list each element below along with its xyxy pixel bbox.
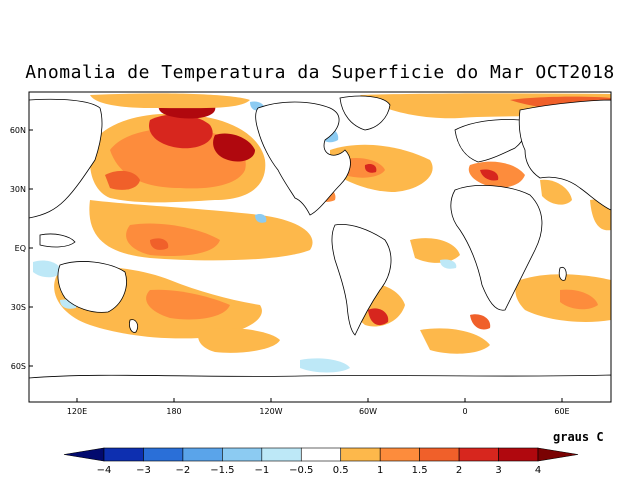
gulf-of-alaska-hotspot xyxy=(213,133,255,162)
colorbar-segment xyxy=(379,447,420,462)
map-title: Anomalia de Temperatura da Superficie do… xyxy=(25,62,615,83)
greenland-land xyxy=(339,95,391,131)
colorbar-label: 4 xyxy=(535,465,541,476)
indonesia-land xyxy=(39,233,76,248)
lat-label-60n: 60N xyxy=(10,126,26,135)
colorbar-label: 3 xyxy=(495,465,501,476)
lon-label-60w: 60W xyxy=(359,407,377,416)
lon-label-180: 180 xyxy=(166,407,181,416)
cool-patch-gulf-guinea xyxy=(440,259,457,269)
central-pacific-core xyxy=(126,223,220,257)
new-zealand-land xyxy=(129,319,138,333)
colorbar-label: 1 xyxy=(377,465,383,476)
antarctica-land xyxy=(28,374,612,403)
southern-ocean-warm xyxy=(198,328,280,353)
colorbar-segment xyxy=(340,447,381,462)
longitude-axis: 120E 180 120W 60W 0 60E xyxy=(67,398,570,416)
colorbar-segment xyxy=(143,447,184,462)
asia-land xyxy=(518,99,612,211)
cool-patch-west xyxy=(33,260,62,278)
colorbar-segment xyxy=(300,447,342,462)
cool-patch-pacific xyxy=(255,213,267,223)
colorbar-segment xyxy=(103,447,144,462)
gulf-stream-hotspot xyxy=(364,163,377,173)
units-label: graus C xyxy=(553,430,604,444)
north-america-land xyxy=(255,101,351,216)
colorbar-segment xyxy=(537,447,579,462)
lon-label-60e: 60E xyxy=(554,407,569,416)
land-layer xyxy=(28,95,612,403)
colorbar-label: 1.5 xyxy=(412,465,428,476)
colorbar-segment xyxy=(498,447,539,462)
north-pacific-core xyxy=(110,128,246,189)
colorbar-segment xyxy=(458,447,499,462)
colorbar-label: −4 xyxy=(97,465,112,476)
colorbar-label: −3 xyxy=(136,465,151,476)
cool-patch-southern xyxy=(300,358,350,373)
colorbar-label: −2 xyxy=(176,465,191,476)
colorbar-segment xyxy=(419,447,460,462)
map-frame xyxy=(28,91,612,403)
europe-land xyxy=(454,119,526,163)
lon-label-120e: 120E xyxy=(67,407,87,416)
brazil-current-hotspot xyxy=(368,308,389,326)
mediterranean-hotspot xyxy=(480,169,499,181)
latitude-axis: 60N 30N EQ 30S 60S xyxy=(10,126,33,371)
japan-warm-patch xyxy=(105,170,140,190)
lat-label-30n: 30N xyxy=(10,185,26,194)
arctic-pacific-warm xyxy=(90,93,250,109)
colorbar-label: −1.5 xyxy=(210,465,234,476)
gulf-stream-warm xyxy=(340,158,385,178)
south-indian-core xyxy=(560,289,598,310)
agulhas-warm xyxy=(470,314,491,330)
arabian-sea-warm xyxy=(540,179,572,205)
nino-hotspot xyxy=(150,238,169,250)
lat-label-30s: 30S xyxy=(11,303,26,312)
colorbar-label: −1 xyxy=(254,465,269,476)
colorbar-segment xyxy=(261,447,302,462)
lon-label-120w: 120W xyxy=(259,407,282,416)
colorbar-segment xyxy=(222,447,263,462)
africa-land xyxy=(450,185,543,311)
bering-hotspot xyxy=(149,114,213,149)
east-asia-land xyxy=(28,98,103,219)
lon-label-0: 0 xyxy=(462,407,467,416)
south-america-land xyxy=(331,223,392,336)
madagascar-land xyxy=(558,266,567,281)
south-pacific-core xyxy=(146,289,230,320)
equatorial-atlantic-warm xyxy=(410,238,460,263)
colorbar-label: 0.5 xyxy=(333,465,349,476)
colorbar-segment xyxy=(63,447,105,462)
south-atlantic-southern-warm xyxy=(420,328,490,354)
australia-land xyxy=(57,261,127,313)
colorbar-label: −0.5 xyxy=(289,465,313,476)
colorbar-label: 2 xyxy=(456,465,462,476)
colorbar: −4 −3 −2 −1.5 −1 −0.5 0.5 1 1.5 2 3 4 xyxy=(63,447,579,476)
lat-label-60s: 60S xyxy=(11,362,26,371)
colorbar-segment xyxy=(182,447,223,462)
lat-label-eq: EQ xyxy=(15,244,26,253)
